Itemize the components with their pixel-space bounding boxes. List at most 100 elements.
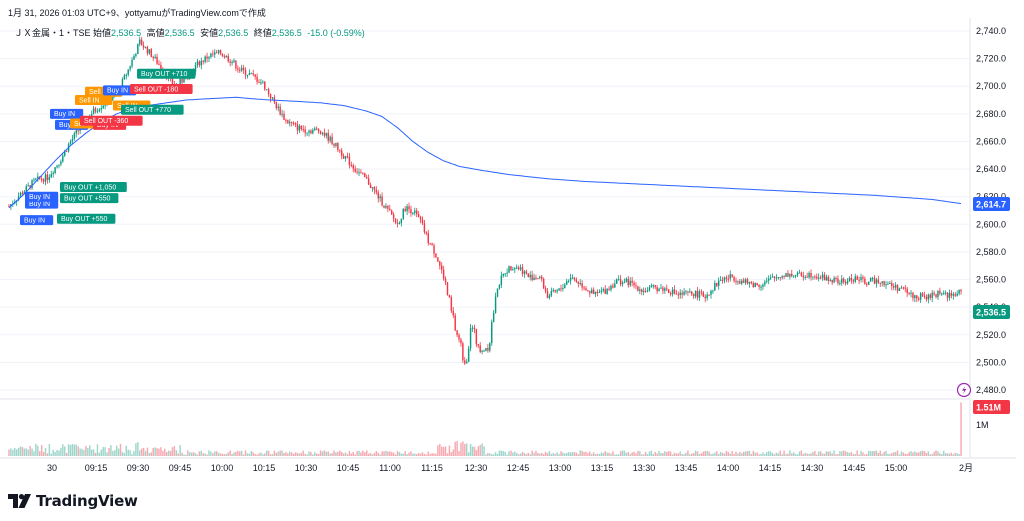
candle-body <box>662 287 664 291</box>
candle-body <box>616 279 618 284</box>
trade-marker[interactable]: Sell OUT -180 <box>130 83 193 94</box>
volume-bar <box>352 451 354 456</box>
high-label: 高値 <box>146 28 165 38</box>
volume-bar <box>423 454 426 456</box>
candle-body <box>306 132 308 134</box>
candle-body <box>408 206 410 210</box>
candle-body <box>639 289 641 291</box>
candle-body <box>425 232 428 234</box>
volume-bar <box>708 451 710 456</box>
candle-body <box>285 119 287 121</box>
trade-marker-label: Buy IN <box>29 201 50 208</box>
volume-bar <box>123 453 126 456</box>
candle-body <box>946 292 949 298</box>
candle-body <box>779 277 781 279</box>
trade-marker[interactable]: Buy IN <box>20 215 54 226</box>
trade-marker[interactable]: Buy OUT +1,050 <box>60 182 127 193</box>
candle-body <box>65 150 68 152</box>
trade-marker[interactable]: Sell IN <box>75 95 113 106</box>
trade-marker[interactable]: Buy IN <box>103 85 137 96</box>
volume-bar <box>198 451 201 456</box>
candle-body <box>567 280 570 282</box>
candle-body <box>733 277 735 281</box>
price-labels: 2,614.7 2,536.5 1.51M <box>973 197 1010 414</box>
candle-body <box>417 214 420 217</box>
symbol-label[interactable]: ＪＸ金属・1・TSE <box>14 28 91 38</box>
candle-body <box>265 89 268 91</box>
candle-body <box>367 178 370 185</box>
candle-body <box>944 292 947 294</box>
volume-bar <box>742 451 745 456</box>
volume-bar <box>912 452 914 456</box>
candle-body <box>721 279 724 281</box>
alert-icon[interactable] <box>956 382 972 398</box>
volume-bar <box>958 453 960 456</box>
last-price-label: 2,536.5 <box>973 304 1010 319</box>
candle-body <box>171 77 174 85</box>
candle-body <box>27 185 29 187</box>
volume-bar <box>900 451 903 456</box>
candle-body <box>71 138 74 142</box>
volume-bar <box>577 454 580 456</box>
trade-marker[interactable]: Buy OUT +550 <box>60 193 119 204</box>
volume-bar <box>694 450 697 456</box>
trade-marker[interactable]: Sell OUT +770 <box>121 104 184 115</box>
candle-body <box>583 287 585 289</box>
volume-bar <box>698 454 701 456</box>
tradingview-brand[interactable]: TradingView <box>8 492 138 510</box>
trade-marker-label: Sell OUT -360 <box>84 118 128 125</box>
candle-body <box>667 289 670 293</box>
volume-bar <box>581 450 583 456</box>
candle-body <box>910 292 912 294</box>
volume-bar <box>246 453 249 456</box>
volume-bar <box>177 453 179 456</box>
candle-body <box>873 277 876 284</box>
trade-marker[interactable]: Buy IN <box>50 108 84 119</box>
volume-bar <box>566 452 568 456</box>
candle-body <box>379 196 381 199</box>
candle-body <box>385 205 387 208</box>
candle-body <box>691 291 693 295</box>
candle-body <box>587 290 589 292</box>
candle-body <box>369 184 372 189</box>
candle-body <box>785 273 787 278</box>
candle-body <box>514 268 516 270</box>
price-tick-label: 2,700.0 <box>976 81 1006 91</box>
volume-bar <box>285 452 287 456</box>
candle-body <box>54 167 56 174</box>
candle-body <box>927 294 930 300</box>
candle-body <box>933 292 935 295</box>
candle-body <box>914 295 916 299</box>
volume-bar <box>544 451 547 456</box>
volume-bar <box>704 451 706 456</box>
volume-bar <box>354 454 356 456</box>
candle-body <box>373 187 376 191</box>
trade-marker[interactable]: Sell OUT -360 <box>80 115 143 126</box>
candle-body <box>541 276 543 279</box>
volume-bar <box>842 450 845 456</box>
trade-marker[interactable]: Buy OUT +710 <box>137 68 196 79</box>
volume-bar <box>712 453 714 456</box>
candle-body <box>800 272 803 276</box>
volume-bar <box>673 452 676 456</box>
candle-body <box>825 276 828 281</box>
volume-bar <box>110 445 112 456</box>
volume-bar <box>927 451 930 456</box>
volume-bar <box>369 453 372 456</box>
trade-marker[interactable]: Buy OUT +550 <box>57 213 116 224</box>
volume-bar <box>83 450 85 456</box>
candle-body <box>908 293 910 295</box>
trade-marker-label: Buy IN <box>29 194 50 201</box>
candle-body <box>735 280 737 282</box>
volume-bar <box>835 454 837 456</box>
candle-body <box>415 210 418 215</box>
candle-body <box>548 295 551 298</box>
candle-body <box>469 328 472 349</box>
volume-bar <box>806 453 808 456</box>
candle-body <box>433 245 435 254</box>
candle-body <box>323 132 326 136</box>
time-tick-label: 13:00 <box>549 463 572 473</box>
volume-bar <box>483 446 485 456</box>
trade-marker[interactable]: Buy IN <box>25 191 59 202</box>
